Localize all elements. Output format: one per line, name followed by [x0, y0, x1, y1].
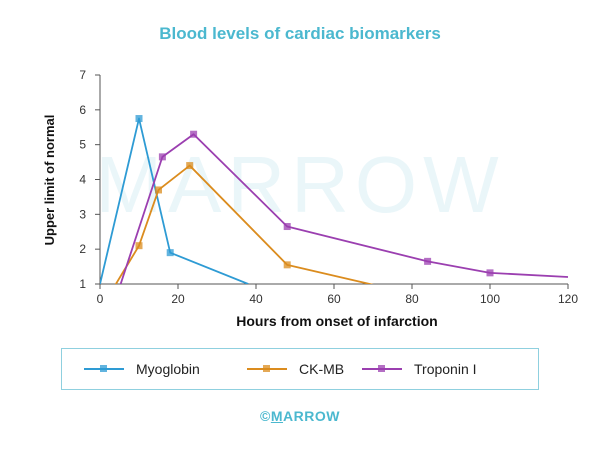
series-layer — [100, 115, 569, 284]
data-point-ck-mb — [135, 242, 143, 250]
x-tick-label: 80 — [405, 292, 419, 306]
x-tick-label: 20 — [171, 292, 185, 306]
legend-swatch-myoglobin — [84, 365, 124, 372]
legend-label-ck-mb: CK-MB — [299, 361, 345, 377]
legend: Myoglobin CK-MB Troponin I — [61, 348, 539, 390]
data-point-troponin-i — [424, 257, 432, 265]
legend-marker-troponin-i — [378, 365, 385, 372]
x-axis-title: Hours from onset of infarction — [236, 313, 437, 329]
y-tick-label: 5 — [79, 138, 86, 152]
watermark-text: MARROW — [95, 140, 504, 229]
copyright-symbol: © — [260, 408, 271, 424]
legend-item-myoglobin: Myoglobin — [84, 349, 200, 389]
y-tick-label: 1 — [79, 277, 86, 291]
axis-ticks: 0 20 40 60 80 100 120 1 2 3 4 5 6 7 — [79, 68, 578, 306]
data-point-troponin-i — [486, 269, 494, 277]
x-tick-label: 0 — [97, 292, 104, 306]
x-tick-label: 120 — [558, 292, 578, 306]
data-point-ck-mb — [155, 186, 162, 194]
footer-watermark: ©MARROW — [0, 408, 600, 424]
y-axis-title: Upper limit of normal — [42, 115, 57, 246]
series-line-ck-mb — [114, 164, 374, 284]
data-point-troponin-i — [283, 223, 291, 231]
series-ck-mb — [114, 162, 374, 284]
x-tick-label: 60 — [327, 292, 341, 306]
data-point-myoglobin — [166, 249, 174, 257]
series-troponin-i — [119, 130, 569, 284]
chart-title: Blood levels of cardiac biomarkers — [159, 24, 441, 43]
y-tick-label: 7 — [79, 68, 86, 82]
legend-label-troponin-i: Troponin I — [414, 361, 477, 377]
legend-swatch-ck-mb — [247, 365, 287, 372]
series-myoglobin — [100, 115, 249, 284]
chart-plot: MARROW 0 20 40 60 80 100 120 1 2 3 4 5 6 7 Upper limi… — [42, 68, 578, 329]
data-point-ck-mb — [186, 162, 194, 170]
legend-marker-myoglobin — [100, 365, 107, 372]
data-point-troponin-i — [158, 153, 166, 161]
data-point-troponin-i — [190, 130, 198, 138]
legend-label-myoglobin: Myoglobin — [136, 361, 200, 377]
x-tick-label: 100 — [480, 292, 500, 306]
series-line-myoglobin — [100, 117, 249, 284]
data-point-ck-mb — [283, 261, 291, 269]
y-tick-label: 4 — [79, 173, 86, 187]
data-point-myoglobin — [135, 115, 143, 123]
legend-item-ck-mb: CK-MB — [247, 349, 344, 389]
y-tick-label: 6 — [79, 103, 86, 117]
legend-swatch-troponin-i — [362, 365, 402, 372]
legend-marker-ck-mb — [263, 365, 270, 372]
brand-initial: M — [270, 408, 284, 424]
brand-rest: ARROW — [283, 408, 340, 424]
x-tick-label: 40 — [249, 292, 263, 306]
legend-item-troponin-i: Troponin I — [362, 349, 477, 389]
y-tick-label: 3 — [79, 207, 86, 221]
y-tick-label: 2 — [79, 242, 86, 256]
